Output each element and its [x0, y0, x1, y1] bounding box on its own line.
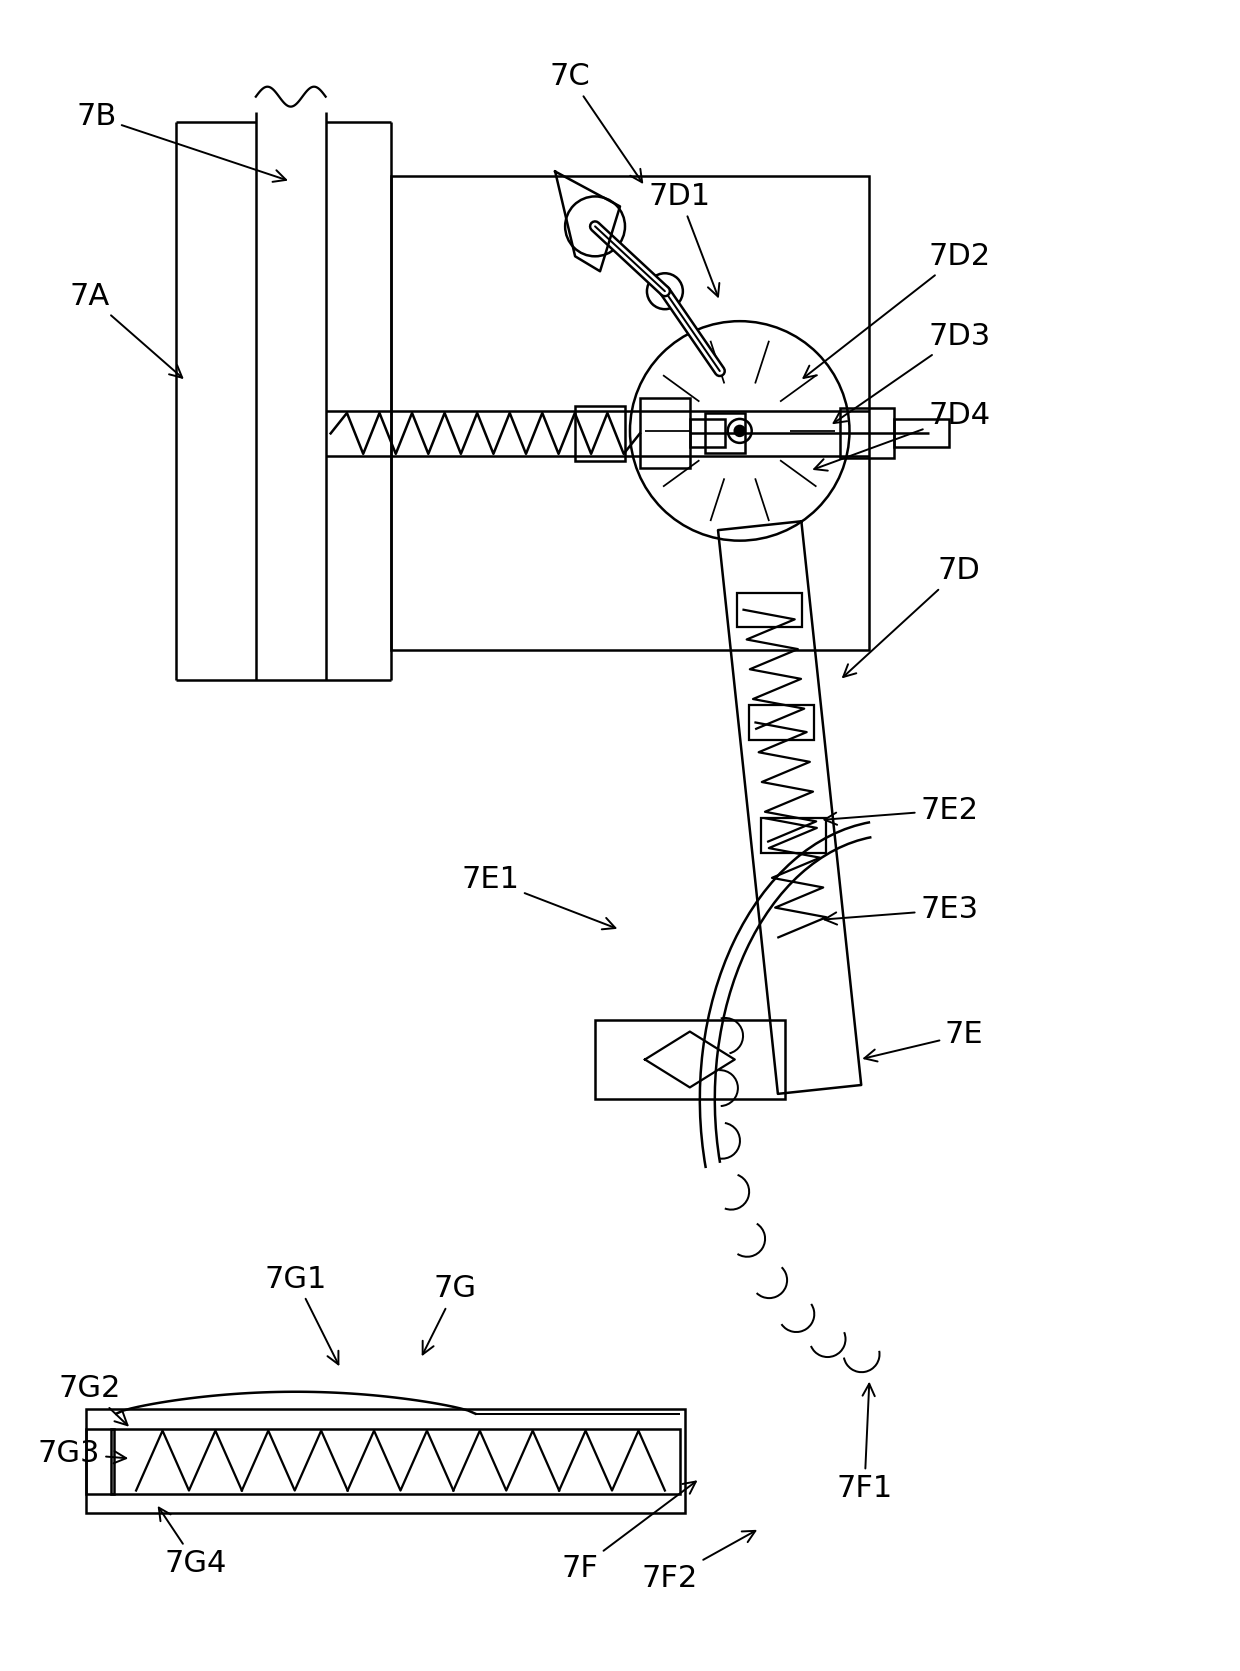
Text: 7D: 7D	[843, 556, 981, 677]
Bar	[575, 406, 625, 461]
Bar	[704, 413, 745, 453]
Bar	[760, 819, 826, 852]
Text: 7G: 7G	[423, 1275, 477, 1355]
Text: 7C: 7C	[549, 62, 642, 182]
Text: 7G2: 7G2	[58, 1374, 128, 1425]
Text: 7F2: 7F2	[642, 1531, 755, 1592]
Text: 7F: 7F	[562, 1482, 696, 1582]
Text: 7D2: 7D2	[804, 242, 991, 378]
Text: 7F1: 7F1	[836, 1384, 893, 1502]
Text: 7D4: 7D4	[815, 401, 991, 471]
Bar	[737, 593, 801, 628]
Bar	[112, 1429, 680, 1494]
Text: 7B: 7B	[76, 102, 286, 182]
Text: 7E: 7E	[864, 1019, 983, 1061]
Bar	[595, 1019, 785, 1100]
Text: 7E2: 7E2	[825, 795, 978, 825]
Text: 7A: 7A	[69, 282, 182, 378]
Text: 7G4: 7G4	[159, 1507, 227, 1577]
Bar	[87, 1429, 114, 1494]
Text: 7G1: 7G1	[264, 1265, 339, 1365]
Bar	[749, 705, 813, 740]
Text: 7D3: 7D3	[833, 321, 991, 423]
Bar	[640, 398, 689, 468]
Bar	[689, 419, 724, 448]
Bar	[894, 419, 950, 448]
Circle shape	[735, 426, 745, 436]
Text: 7G3: 7G3	[38, 1439, 126, 1469]
Bar	[87, 1409, 684, 1514]
Text: 7E1: 7E1	[461, 866, 615, 929]
Text: 7E3: 7E3	[825, 896, 978, 924]
Bar	[391, 177, 869, 650]
Bar	[839, 408, 894, 458]
Text: 7D1: 7D1	[649, 182, 719, 296]
